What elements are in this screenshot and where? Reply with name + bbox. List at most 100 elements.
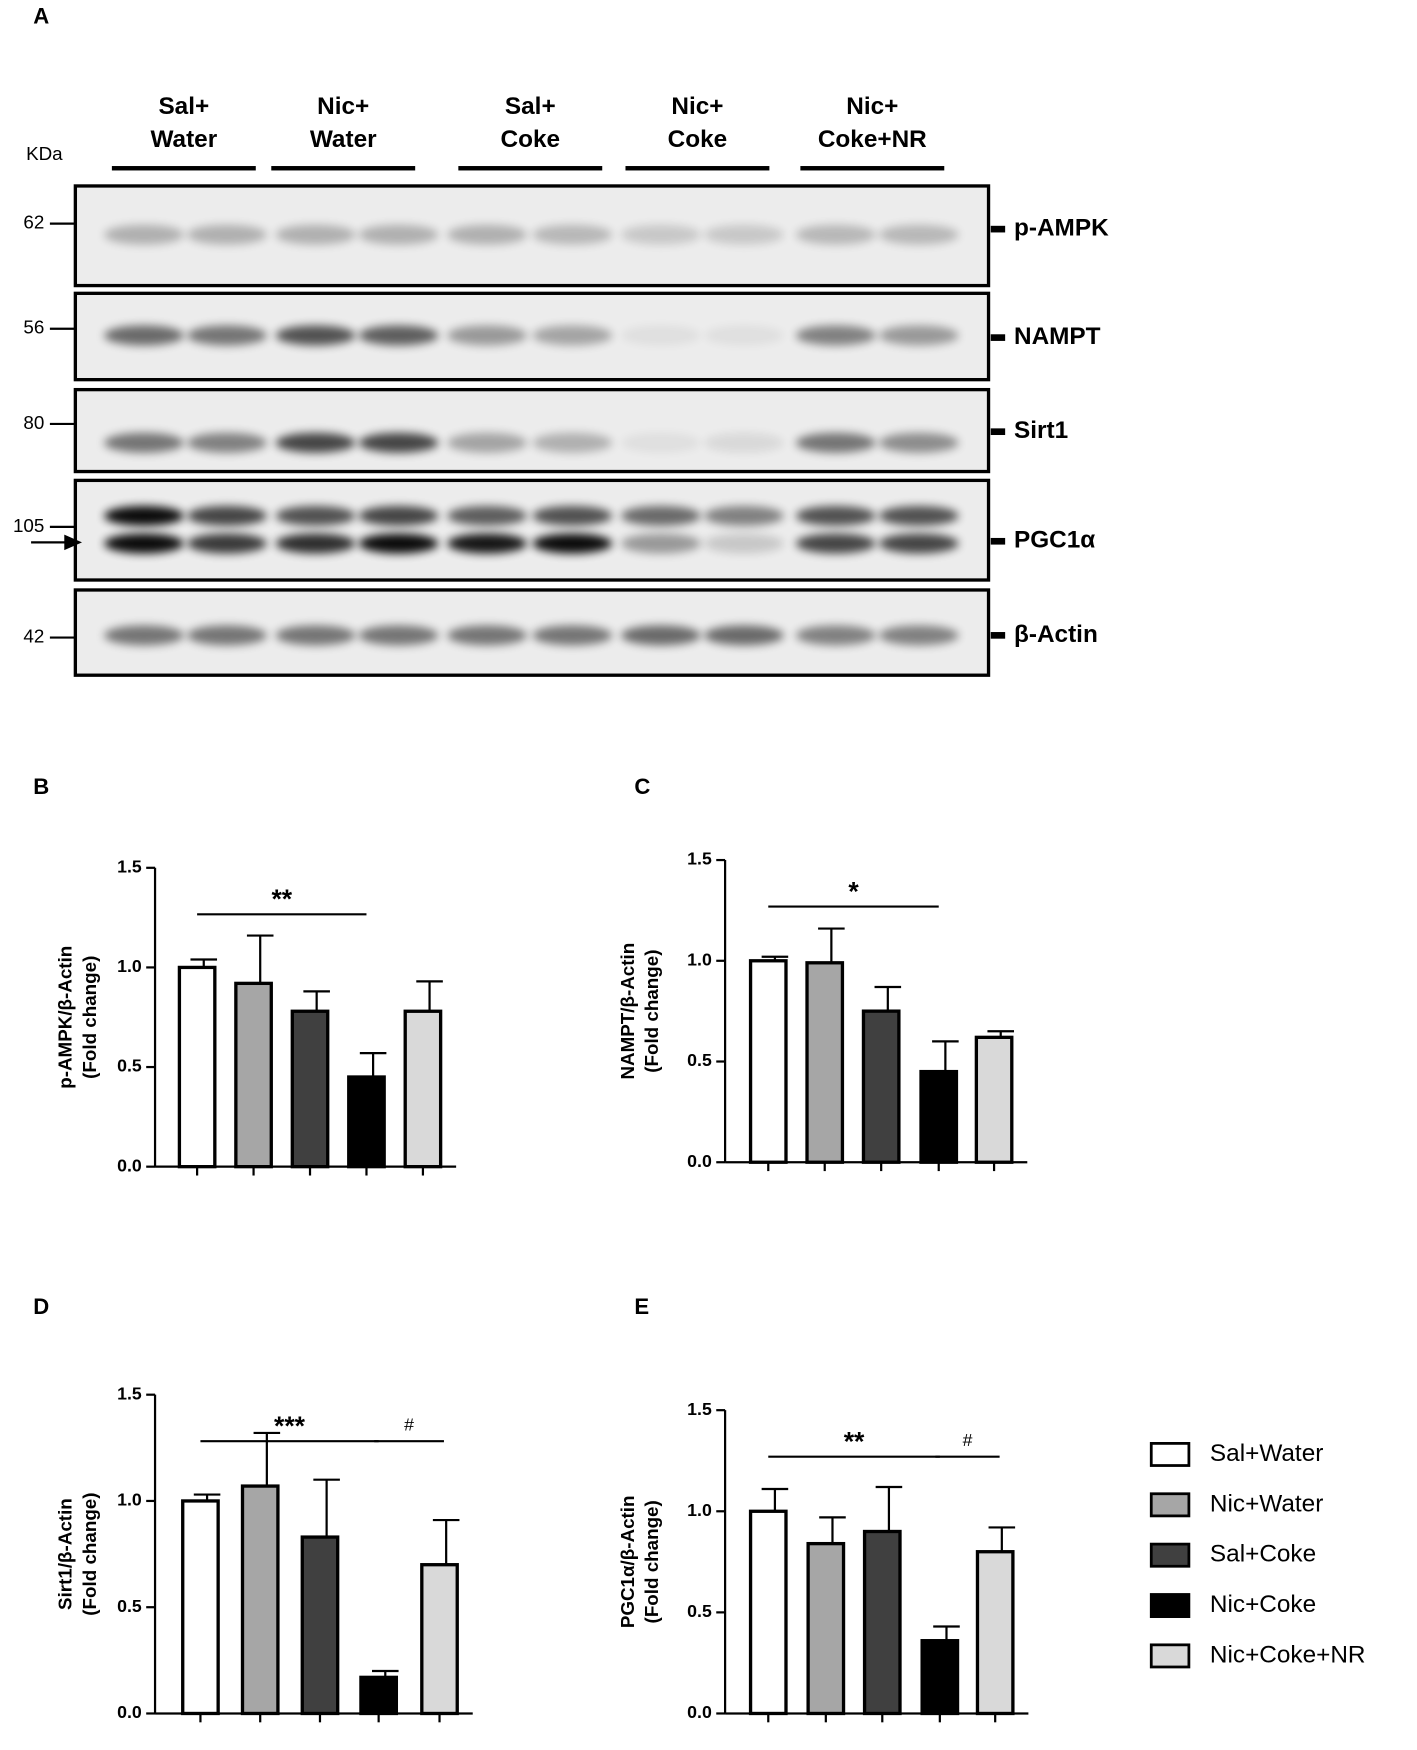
blot-band [358,533,439,554]
y-tick-label: 1.0 [687,1500,712,1520]
blot-frame [73,387,991,474]
panel-label: E [634,1294,649,1319]
blot-band [878,625,959,646]
y-axis-label: NAMPT/β-Actin [617,943,638,1080]
y-axis-label: (Fold change) [79,1492,100,1615]
y-axis-label: PGC1α/β-Actin [617,1495,638,1628]
y-tick-label: 1.5 [117,1383,142,1403]
legend-label: Nic+Coke [1210,1591,1316,1618]
arrow-head [64,534,82,551]
legend-label: Sal+Water [1210,1440,1323,1467]
protein-label: PGC1α [1014,527,1095,554]
blot-band [104,625,184,646]
blot-band [878,325,959,346]
blot-frame [73,478,991,582]
group-label: Water [310,126,377,153]
y-axis-label: Sirt1/β-Actin [54,1498,75,1610]
blot-band [704,432,784,453]
panel-label: A [33,4,49,29]
blot-band [358,505,439,526]
bar [861,1009,901,1164]
bar [347,1075,386,1169]
legend-swatch [1149,1542,1191,1568]
blot-band [795,505,876,526]
blot-band [704,505,784,526]
blot-band [621,432,701,453]
group-label: Nic+ [846,93,898,120]
group-label: Sal+ [158,93,209,120]
panel-label: D [33,1294,49,1319]
y-tick-label: 0.5 [687,1601,712,1621]
mw-marker: 80 [23,412,44,433]
bar [748,959,788,1164]
bar [974,1035,1014,1164]
y-tick-label: 0.5 [117,1596,142,1616]
group-bar [271,166,416,171]
protein-label: Sirt1 [1014,417,1068,444]
blot-band [704,533,784,554]
significance-label: # [404,1414,414,1434]
blot-band [447,224,527,245]
bar [420,1563,459,1716]
bar [862,1529,902,1716]
bar [300,1535,340,1716]
blot-band [104,325,184,346]
y-tick-label: 0.0 [687,1151,712,1171]
mw-marker: 105 [13,515,44,536]
blot-band [878,432,959,453]
bar [234,981,273,1169]
blot-band [704,325,784,346]
legend-label: Nic+Coke+NR [1210,1641,1366,1668]
blot-band [275,625,356,646]
protein-tick [990,428,1006,436]
y-tick-label: 1.0 [687,949,712,969]
group-bar [800,166,945,171]
bar [177,965,217,1169]
significance-label: ** [844,1426,865,1456]
blot-band [275,432,356,453]
group-label: Coke+NR [818,126,927,153]
blot-band [621,325,701,346]
legend-label: Nic+Water [1210,1490,1323,1517]
group-label: Sal+ [505,93,556,120]
bar [403,1009,443,1169]
group-label: Water [150,126,217,153]
legend-swatch [1149,1492,1191,1518]
y-axis-label: (Fold change) [641,950,662,1073]
blot-band [621,625,701,646]
blot-band [275,533,356,554]
blot-band [532,533,613,554]
mw-marker: 42 [23,626,44,647]
bar [919,1069,959,1164]
legend-swatch [1149,1442,1191,1467]
blot-band [275,224,356,245]
blot-band [704,224,784,245]
kda-label: KDa [26,143,63,164]
group-bar [458,166,603,171]
y-tick-label: 0.5 [687,1050,712,1070]
legend-swatch [1149,1643,1191,1669]
significance-label: *** [274,1411,306,1441]
blot-band [704,625,784,646]
blot-band [795,325,876,346]
group-label: Coke [501,126,561,153]
blot-band [447,432,527,453]
mw-marker: 62 [23,212,44,233]
bar [805,961,845,1164]
group-label: Coke [668,126,728,153]
mw-marker: 56 [23,317,44,338]
protein-label: β-Actin [1014,621,1098,648]
blot-band [532,224,613,245]
legend-swatch [1149,1593,1191,1619]
protein-tick [990,632,1006,639]
blot-band [532,505,613,526]
protein-tick [990,334,1006,341]
blot-background [75,389,989,472]
y-tick-label: 0.0 [117,1702,142,1722]
blot-band [358,432,439,453]
blot-band [795,224,876,245]
blot-frame [73,588,991,677]
legend-label: Sal+Coke [1210,1541,1316,1568]
blot-background [75,480,989,581]
